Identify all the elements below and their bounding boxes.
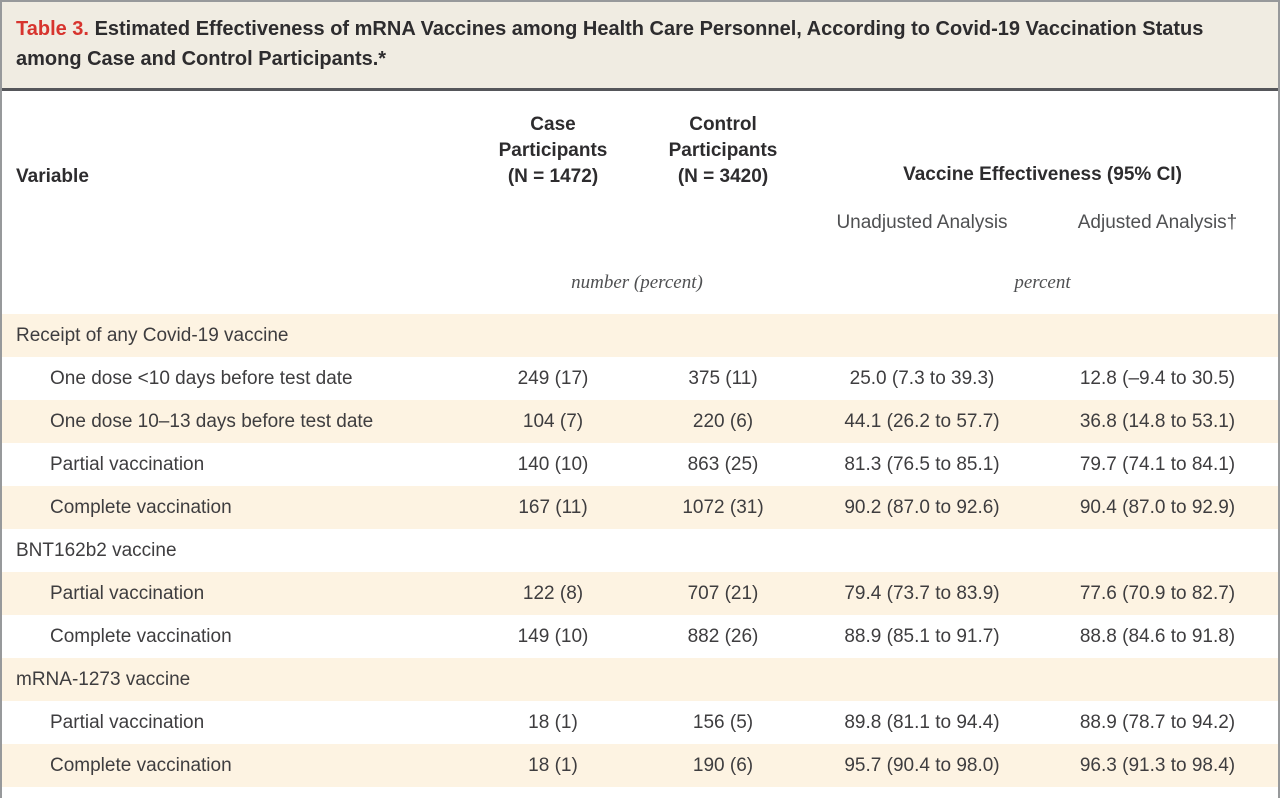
unadjusted-effectiveness-value: 88.9 (85.1 to 91.7)	[844, 625, 1000, 647]
case-participants-value: 167 (11)	[518, 496, 588, 518]
table-caption: Table 3. Estimated Effectiveness of mRNA…	[2, 2, 1278, 91]
unadjusted-effectiveness-value: 90.2 (87.0 to 92.6)	[844, 496, 1000, 518]
table-header: Variable Case Participants (N = 1472) Co…	[2, 91, 1278, 314]
row-label: Complete vaccination	[50, 496, 232, 518]
control-participants-value: 1072 (31)	[682, 496, 764, 518]
adjusted-effectiveness-value: 36.8 (14.8 to 53.1)	[1079, 410, 1236, 432]
table-title-text: Estimated Effectiveness of mRNA Vaccines…	[16, 18, 1204, 70]
adjusted-effectiveness-value: 77.6 (70.9 to 82.7)	[1079, 582, 1236, 604]
case-participants-value: 249 (17)	[517, 367, 589, 389]
table-row: mRNA-1273 vaccine	[2, 658, 1278, 701]
unit-label-number-percent: number (percent)	[571, 272, 703, 293]
unadjusted-effectiveness-value: 81.3 (76.5 to 85.1)	[844, 453, 1000, 475]
adjusted-effectiveness-value: 96.3 (91.3 to 98.4)	[1079, 754, 1236, 776]
table-row: One dose <10 days before test date 249 (…	[2, 357, 1278, 400]
table-row: Complete vaccination 149 (10) 882 (26) 8…	[2, 615, 1278, 658]
row-label: Partial vaccination	[50, 582, 205, 604]
table-row: Partial vaccination 122 (8) 707 (21) 79.…	[2, 572, 1278, 615]
adjusted-effectiveness-value: 88.9 (78.7 to 94.2)	[1079, 711, 1236, 733]
adjusted-effectiveness-value: 79.7 (74.1 to 84.1)	[1079, 453, 1236, 475]
unadjusted-effectiveness-value: 95.7 (90.4 to 98.0)	[844, 754, 1000, 776]
column-header-variable: Variable	[16, 166, 89, 187]
case-participants-value: 104 (7)	[522, 410, 584, 432]
table-row: Receipt of any Covid-19 vaccine	[2, 314, 1278, 357]
row-label: Complete vaccination	[50, 754, 232, 776]
control-participants-value: 375 (11)	[688, 367, 758, 389]
row-label: BNT162b2 vaccine	[16, 539, 177, 561]
table-row: Complete vaccination 18 (1) 190 (6) 95.7…	[2, 744, 1278, 787]
control-participants-value: 220 (6)	[692, 410, 754, 432]
adjusted-effectiveness-value: 90.4 (87.0 to 92.9)	[1079, 496, 1236, 518]
control-participants-value: 863 (25)	[687, 453, 759, 475]
unadjusted-effectiveness-value: 89.8 (81.1 to 94.4)	[844, 711, 1000, 733]
table-row: Partial vaccination 18 (1) 156 (5) 89.8 …	[2, 701, 1278, 744]
table-number-label: Table 3.	[16, 18, 89, 40]
case-participants-value: 122 (8)	[522, 582, 584, 604]
adjusted-effectiveness-value: 88.8 (84.6 to 91.8)	[1079, 625, 1236, 647]
unadjusted-effectiveness-value: 25.0 (7.3 to 39.3)	[849, 367, 995, 389]
table-row: One dose 10–13 days before test date 104…	[2, 400, 1278, 443]
control-participants-value: 882 (26)	[687, 625, 759, 647]
table-row: Partial vaccination 140 (10) 863 (25) 81…	[2, 443, 1278, 486]
row-label: One dose 10–13 days before test date	[50, 410, 374, 432]
control-participants-value: 707 (21)	[687, 582, 759, 604]
row-label: Partial vaccination	[50, 711, 205, 733]
case-participants-value: 18 (1)	[528, 711, 578, 733]
control-participants-value: 190 (6)	[692, 754, 754, 776]
column-header-control-participants: Control Participants (N = 3420)	[668, 114, 778, 187]
unit-label-percent: percent	[1014, 272, 1071, 293]
table-body: Receipt of any Covid-19 vaccine One dose…	[2, 314, 1278, 787]
unadjusted-effectiveness-value: 79.4 (73.7 to 83.9)	[844, 582, 1000, 604]
row-label: Complete vaccination	[50, 625, 232, 647]
case-participants-value: 18 (1)	[528, 754, 578, 776]
table-row: BNT162b2 vaccine	[2, 529, 1278, 572]
control-participants-value: 156 (5)	[692, 711, 754, 733]
column-header-case-participants: Case Participants (N = 1472)	[498, 114, 608, 187]
table-row: Complete vaccination 167 (11) 1072 (31) …	[2, 486, 1278, 529]
row-label: Receipt of any Covid-19 vaccine	[16, 324, 289, 346]
column-header-adjusted-analysis: Adjusted Analysis†	[1077, 212, 1238, 233]
column-header-unadjusted-analysis: Unadjusted Analysis	[836, 212, 1008, 233]
column-group-header-vaccine-effectiveness: Vaccine Effectiveness (95% CI)	[903, 164, 1182, 185]
case-participants-value: 149 (10)	[517, 625, 589, 647]
unadjusted-effectiveness-value: 44.1 (26.2 to 57.7)	[844, 410, 1000, 432]
row-label: One dose <10 days before test date	[50, 367, 353, 389]
adjusted-effectiveness-value: 12.8 (–9.4 to 30.5)	[1079, 367, 1236, 389]
row-label: Partial vaccination	[50, 453, 205, 475]
case-participants-value: 140 (10)	[517, 453, 589, 475]
row-label: mRNA-1273 vaccine	[16, 668, 191, 690]
